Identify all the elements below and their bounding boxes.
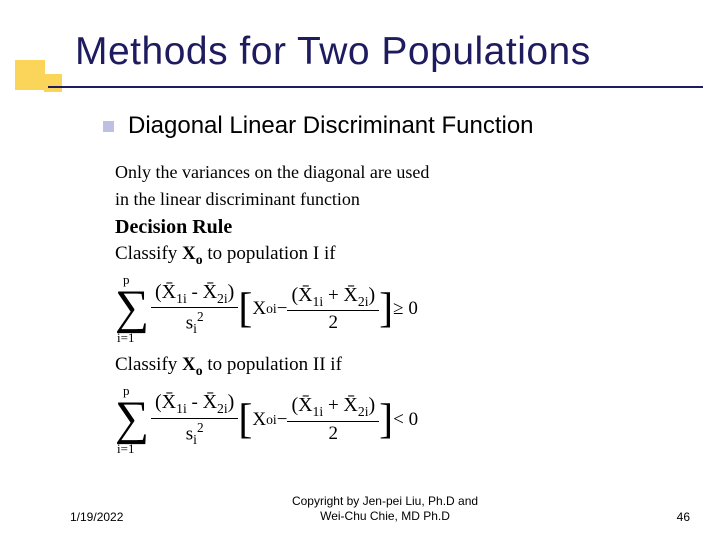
sum-lower-2: i=1 bbox=[117, 441, 134, 457]
f1-num-a: (X̄ bbox=[155, 281, 176, 303]
f1-num-end: ) bbox=[228, 281, 235, 303]
g1-num-end: ) bbox=[228, 391, 235, 413]
copy-line-2: Wei-Chu Chie, MD Ph.D bbox=[320, 509, 450, 523]
classify-2-x: X bbox=[182, 354, 196, 375]
f2-den: 2 bbox=[287, 311, 379, 334]
math-content: Only the variances on the diagonal are u… bbox=[115, 162, 635, 465]
classify-1: Classify Xo to population I if bbox=[115, 243, 635, 268]
f2-num-a-sub: 1i bbox=[313, 293, 324, 308]
f2-num-b: X̄ bbox=[343, 284, 357, 306]
classify-2-rest: to population II if bbox=[203, 354, 342, 375]
xoi-sub-2: oi bbox=[266, 412, 277, 428]
minus-2: − bbox=[277, 409, 288, 431]
xoi-2: X bbox=[252, 409, 266, 431]
classify-2: Classify Xo to population II if bbox=[115, 354, 635, 379]
accent-block-large bbox=[15, 60, 45, 90]
fraction-2b: (X̄1i + X̄2i) 2 bbox=[287, 394, 379, 444]
sigma-icon-2: ∑ bbox=[115, 395, 149, 443]
intro-line-1: Only the variances on the diagonal are u… bbox=[115, 162, 635, 183]
formula-body-1: (X̄1i - X̄2i) si2 [Xoi − (X̄1i + X̄2i) 2… bbox=[151, 284, 418, 334]
classify-2-prefix: Classify bbox=[115, 354, 182, 375]
footer-date: 1/19/2022 bbox=[70, 510, 123, 524]
formula-body-2: (X̄1i - X̄2i) si2 [Xoi − (X̄1i + X̄2i) 2… bbox=[151, 395, 418, 445]
f1-num-mid: - bbox=[187, 282, 203, 303]
classify-1-x: X bbox=[182, 243, 196, 264]
bracket-l-2: [ bbox=[238, 399, 252, 441]
footer-copyright: Copyright by Jen-pei Liu, Ph.D and Wei-C… bbox=[270, 494, 500, 524]
bullet-icon bbox=[103, 121, 114, 132]
g2-num-end: ) bbox=[369, 394, 376, 416]
bracket-r-2: ] bbox=[379, 399, 393, 441]
f1-num-b-sub: 2i bbox=[217, 290, 228, 305]
subheading: Diagonal Linear Discriminant Function bbox=[128, 112, 534, 140]
intro-line-2: in the linear discriminant function bbox=[115, 189, 635, 210]
cmp-2: < 0 bbox=[393, 409, 418, 431]
g2-num-a: (X̄ bbox=[291, 394, 312, 416]
copy-line-1: Copyright by Jen-pei Liu, Ph.D and bbox=[292, 494, 478, 508]
g1-num-a-sub: 1i bbox=[176, 401, 187, 416]
fraction-2a: (X̄1i - X̄2i) si2 bbox=[151, 391, 238, 447]
decision-rule-label: Decision Rule bbox=[115, 216, 635, 239]
f2-num-a: (X̄ bbox=[291, 284, 312, 306]
classify-1-prefix: Classify bbox=[115, 243, 182, 264]
accent-block-small bbox=[44, 74, 62, 92]
classify-2-sub: o bbox=[196, 363, 203, 378]
f2-num-b-sub: 2i bbox=[358, 293, 369, 308]
f1-den-sup: 2 bbox=[197, 309, 204, 324]
footer-page-number: 46 bbox=[677, 510, 690, 524]
minus-1: − bbox=[277, 298, 288, 320]
formula-1: p ∑ i=1 (X̄1i - X̄2i) si2 [Xoi − (X̄1i +… bbox=[115, 274, 635, 344]
cmp-1: ≥ 0 bbox=[393, 298, 418, 320]
bracket-l-1: [ bbox=[238, 288, 252, 330]
g1-num-b: X̄ bbox=[203, 391, 217, 413]
g2-num-a-sub: 1i bbox=[313, 404, 324, 419]
formula-2: p ∑ i=1 (X̄1i - X̄2i) si2 [Xoi − (X̄1i +… bbox=[115, 385, 635, 455]
page-title: Methods for Two Populations bbox=[75, 30, 695, 74]
sigma-icon-1: ∑ bbox=[115, 284, 149, 332]
classify-1-rest: to population I if bbox=[203, 243, 336, 264]
xoi-1: X bbox=[252, 298, 266, 320]
g1-num-a: (X̄ bbox=[155, 391, 176, 413]
g2-num-mid: + bbox=[323, 395, 343, 416]
title-area: Methods for Two Populations bbox=[75, 30, 695, 74]
sum-lower-1: i=1 bbox=[117, 330, 134, 346]
g1-num-b-sub: 2i bbox=[217, 401, 228, 416]
f2-num-end: ) bbox=[369, 284, 376, 306]
f2-num-mid: + bbox=[323, 285, 343, 306]
g1-den-sup: 2 bbox=[197, 420, 204, 435]
bracket-r-1: ] bbox=[379, 288, 393, 330]
g2-num-b-sub: 2i bbox=[358, 404, 369, 419]
g2-den: 2 bbox=[287, 422, 379, 445]
g1-num-mid: - bbox=[187, 392, 203, 413]
f1-num-b: X̄ bbox=[203, 281, 217, 303]
classify-1-sub: o bbox=[196, 252, 203, 267]
g2-num-b: X̄ bbox=[343, 394, 357, 416]
title-underline bbox=[48, 86, 703, 88]
xoi-sub-1: oi bbox=[266, 301, 277, 317]
fraction-1a: (X̄1i - X̄2i) si2 bbox=[151, 281, 238, 337]
f1-num-a-sub: 1i bbox=[176, 290, 187, 305]
fraction-1b: (X̄1i + X̄2i) 2 bbox=[287, 284, 379, 334]
